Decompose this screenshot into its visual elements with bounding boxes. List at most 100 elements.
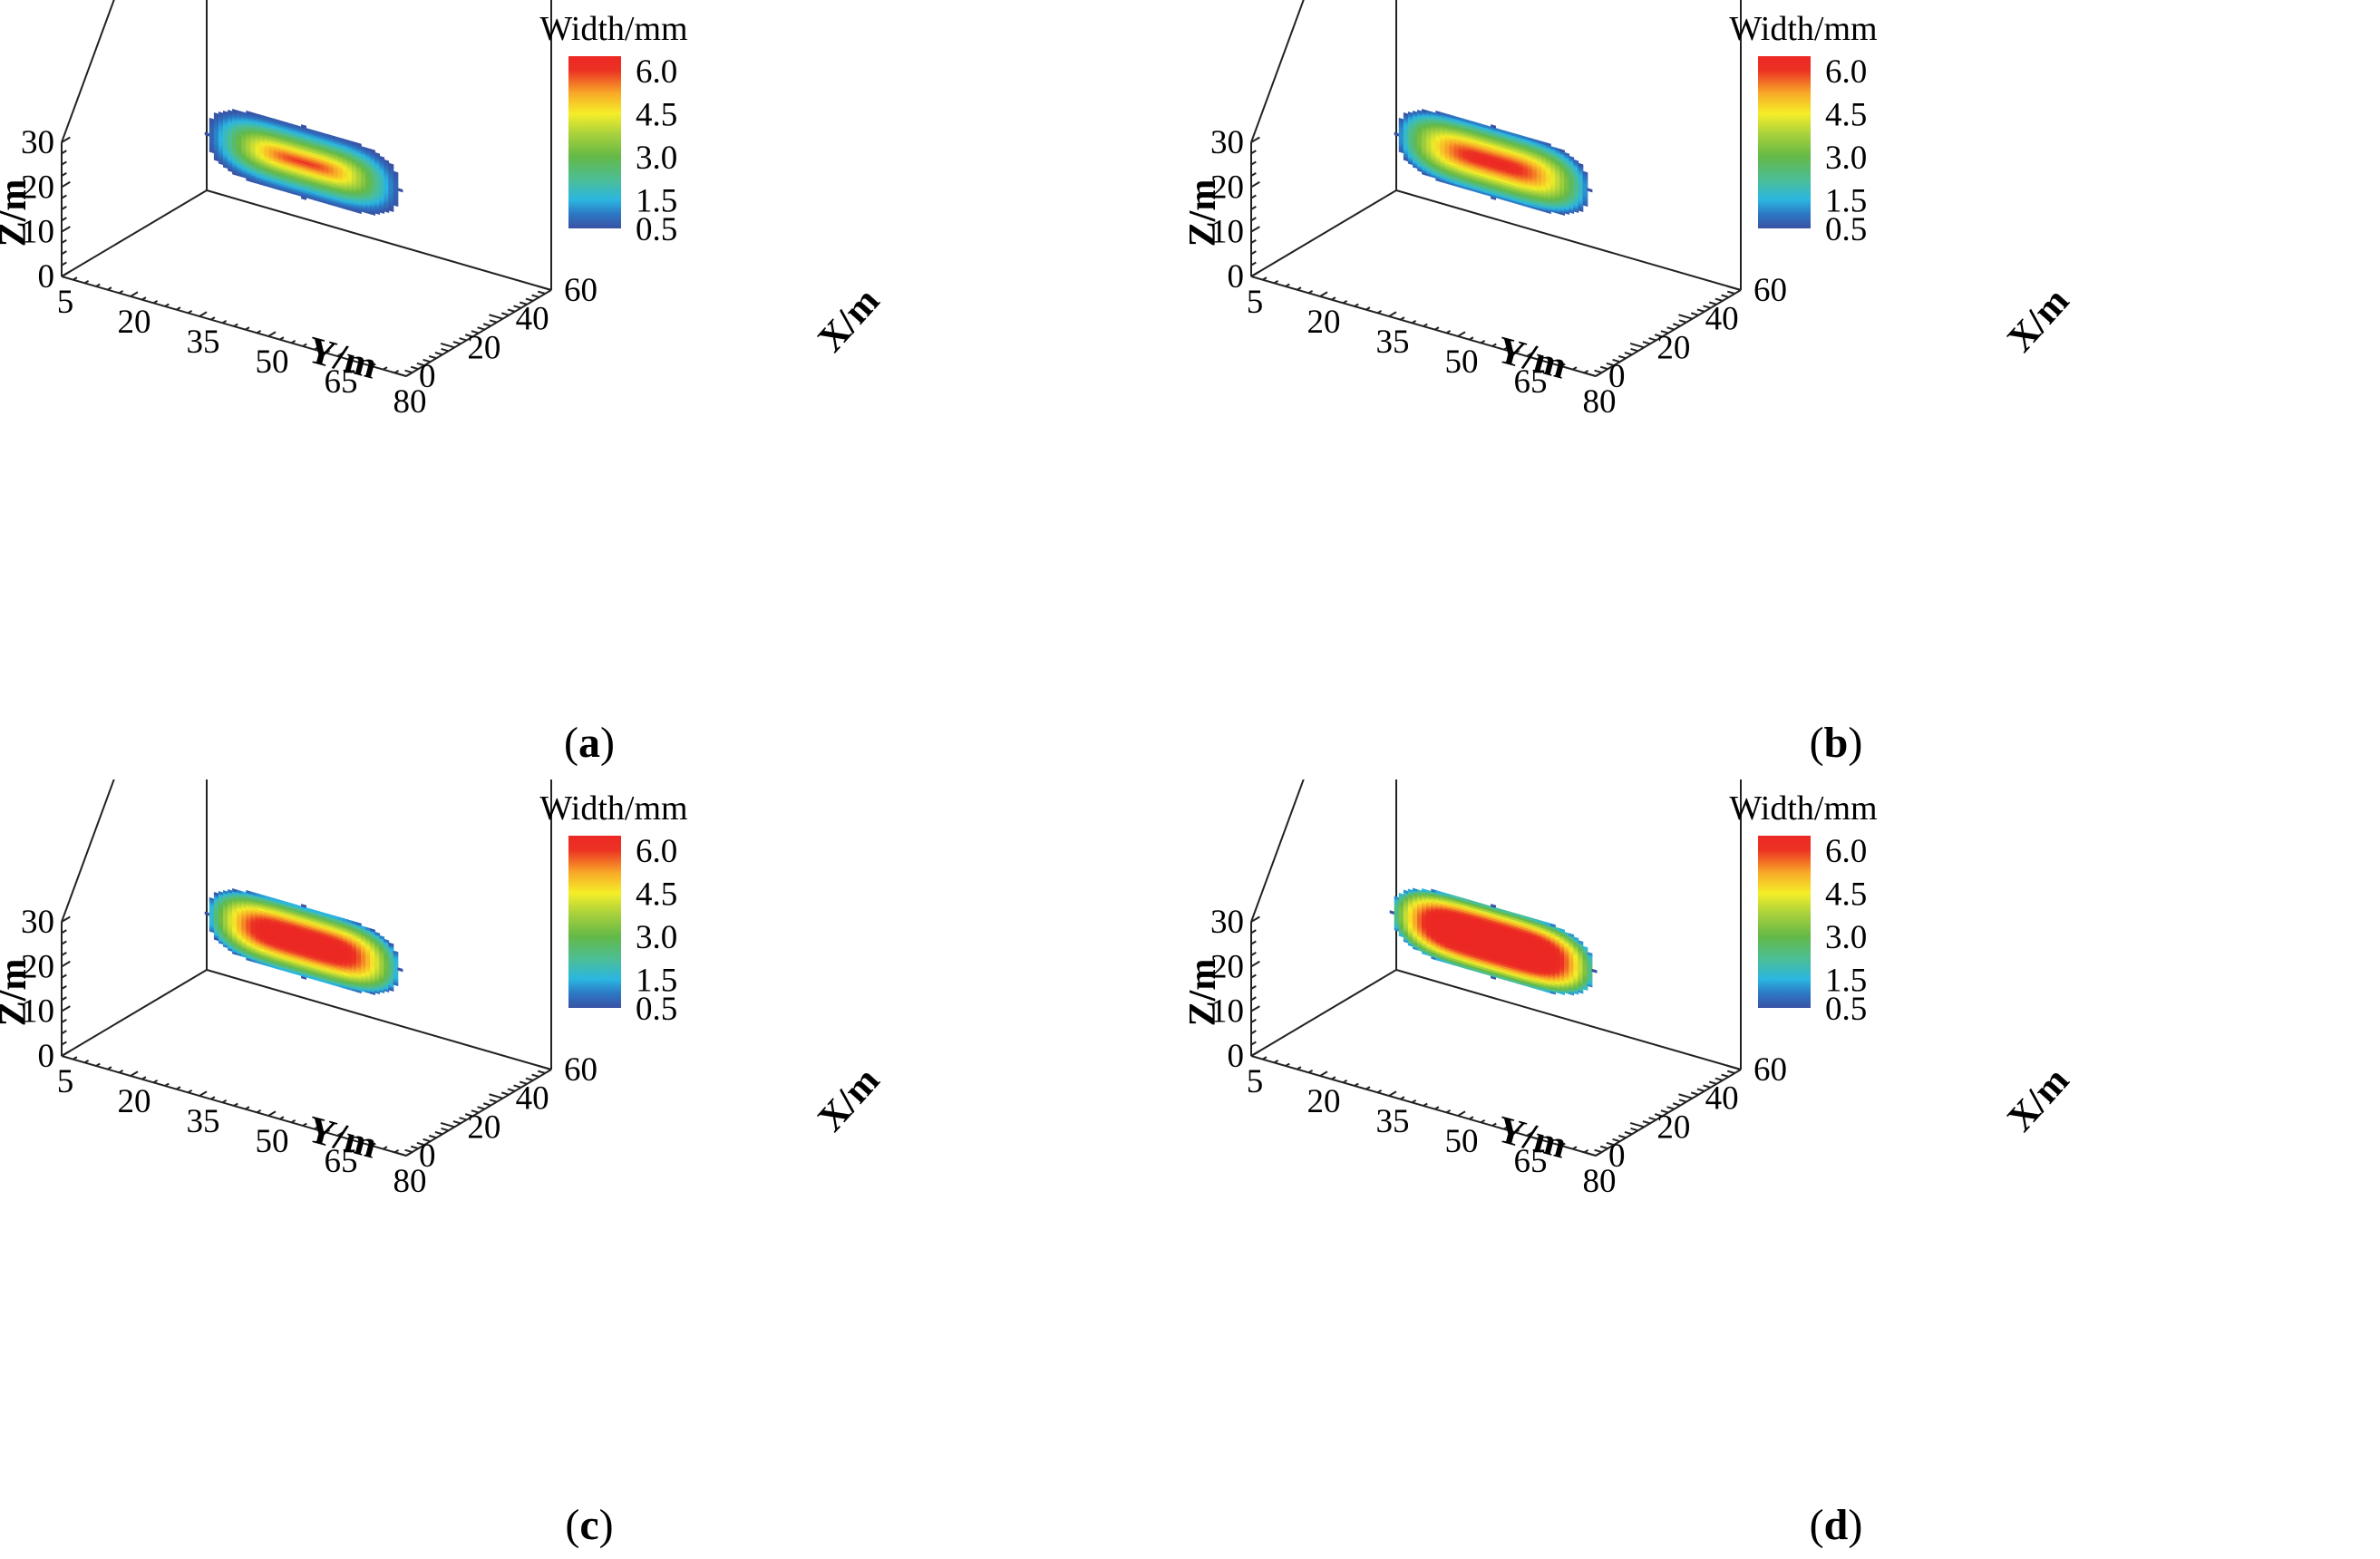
fracture-cell	[1394, 131, 1400, 137]
colorbar-tick-label: 3.0	[1825, 140, 1867, 177]
y-tick-label: 50	[1445, 1123, 1479, 1160]
y-minor-tick	[1411, 1099, 1417, 1104]
y-minor-tick	[1423, 1102, 1428, 1107]
x-major-tick	[440, 1121, 455, 1128]
z-major-tick	[1250, 270, 1260, 277]
y-minor-tick	[1434, 326, 1440, 331]
fracture-cell	[204, 911, 210, 916]
x-major-tick	[1629, 1121, 1645, 1128]
z-minor-tick	[61, 940, 67, 945]
x-minor-tick	[1660, 330, 1669, 334]
y-tick-label: 20	[1307, 304, 1341, 341]
y-minor-tick	[107, 1066, 112, 1070]
z-minor-tick	[1250, 205, 1257, 210]
back-bottom-edge	[1395, 189, 1742, 291]
y-axis-label: Y/m	[1492, 1109, 1570, 1167]
x-minor-tick	[452, 341, 461, 345]
colorbar-tick-label: 4.5	[636, 96, 677, 133]
y-tick-label: 20	[118, 1083, 151, 1120]
fracture-width-map	[204, 887, 403, 996]
x-minor-tick	[404, 1148, 413, 1154]
y-minor-tick	[348, 1136, 354, 1140]
fracture-cell	[397, 188, 403, 193]
colorbar-tick-label: 1.5	[636, 962, 677, 999]
y-minor-tick	[210, 1096, 216, 1100]
y-minor-tick	[302, 1122, 307, 1127]
y-minor-tick	[1560, 363, 1566, 367]
x-minor-tick	[1648, 337, 1656, 342]
y-tick-label: 5	[1247, 1063, 1264, 1100]
z-minor-tick	[1250, 929, 1257, 934]
z-axis-label: Z/m	[1190, 959, 1224, 1027]
y-minor-tick	[221, 1099, 228, 1104]
z-minor-tick	[61, 150, 67, 155]
x-minor-tick	[537, 290, 546, 295]
x-minor-tick	[519, 301, 528, 305]
y-minor-tick	[141, 296, 147, 301]
z-major-tick	[61, 1050, 71, 1057]
y-tick-label: 50	[256, 344, 289, 381]
z-minor-tick	[61, 171, 67, 177]
colorbar	[1758, 56, 1811, 228]
x-tick-label: 40	[1705, 301, 1739, 338]
x-minor-tick	[410, 365, 419, 371]
x-minor-tick	[1696, 1088, 1705, 1092]
x-minor-tick	[471, 330, 480, 334]
x-minor-tick	[459, 1117, 467, 1121]
y-minor-tick	[325, 349, 331, 354]
z-minor-tick	[1250, 1030, 1257, 1035]
z-tick-label: 10	[1210, 993, 1244, 1031]
fracture-cell	[374, 151, 381, 157]
y-minor-tick	[233, 1102, 238, 1107]
y-tick-label: 80	[393, 383, 427, 421]
y-minor-tick	[1514, 1128, 1520, 1134]
x-minor-tick	[441, 1127, 449, 1132]
y-minor-tick	[118, 1069, 124, 1074]
colorbar-tick-label: 3.0	[636, 919, 677, 956]
y-minor-tick	[359, 1138, 365, 1144]
y-minor-tick	[1503, 1126, 1509, 1130]
x-major-tick	[1726, 285, 1742, 291]
x-minor-tick	[428, 1134, 437, 1139]
y-minor-tick	[1297, 286, 1302, 291]
x-minor-tick	[434, 351, 443, 356]
x-minor-tick	[441, 347, 449, 353]
y-minor-tick	[1480, 339, 1486, 344]
left-floor-edge	[1250, 189, 1397, 277]
x-tick-label: 60	[1753, 1051, 1787, 1089]
x-minor-tick	[1617, 354, 1627, 360]
y-minor-tick	[1445, 1109, 1452, 1114]
x-tick-label: 0	[1608, 358, 1626, 395]
fracture-cell	[397, 967, 403, 973]
y-minor-tick	[1514, 349, 1520, 354]
x-minor-tick	[477, 326, 485, 331]
z-tick-label: 10	[1210, 214, 1244, 251]
z-major-tick	[61, 270, 71, 277]
colorbar-title: Width/mm	[1729, 10, 1877, 48]
y-major-tick	[1526, 351, 1535, 357]
y-tick-label: 65	[325, 363, 358, 401]
fracture-cell	[1569, 155, 1575, 160]
y-minor-tick	[210, 316, 216, 321]
fracture-cell	[370, 148, 376, 153]
x-minor-tick	[410, 1145, 419, 1150]
z-minor-tick	[61, 1018, 67, 1023]
y-major-tick	[130, 1070, 139, 1077]
x-minor-tick	[1715, 1077, 1724, 1081]
x-axis-label: X/m	[1999, 1060, 2077, 1139]
y-minor-tick	[256, 329, 262, 334]
y-minor-tick	[1538, 356, 1543, 361]
x-minor-tick	[416, 362, 425, 367]
x-tick-label: 60	[1753, 272, 1787, 309]
z-tick-label: 30	[1210, 124, 1244, 161]
x-minor-tick	[1672, 323, 1681, 327]
x-major-tick	[392, 371, 407, 377]
y-minor-tick	[1365, 306, 1371, 311]
z-minor-tick	[1250, 940, 1257, 945]
z-minor-tick	[61, 984, 67, 990]
z-axis-label: Z/m	[0, 179, 34, 247]
z-minor-tick	[61, 160, 67, 166]
x-minor-tick	[525, 297, 534, 302]
z-major-tick	[61, 1005, 71, 1012]
